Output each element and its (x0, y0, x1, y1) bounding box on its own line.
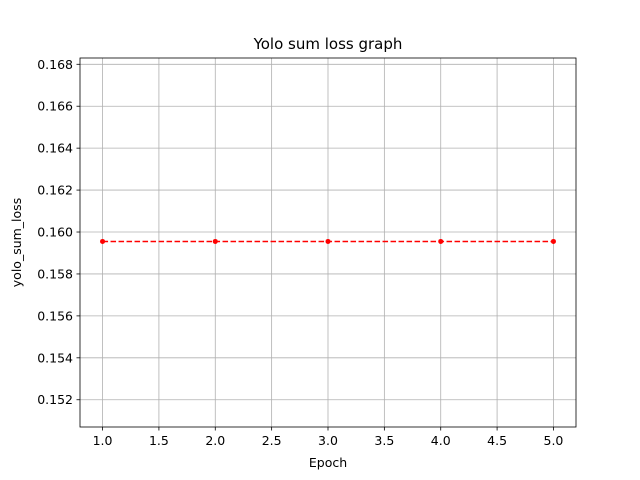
x-tick-label: 1.5 (149, 433, 169, 448)
data-point (212, 238, 218, 244)
series-layer (100, 238, 556, 244)
x-tick-label: 5.0 (544, 433, 564, 448)
y-axis-label: yolo_sum_loss (9, 198, 24, 287)
axis-ticks: 1.0 1.5 2.0 2.5 3.0 3.5 4.0 4.5 5.0 0.152 0.154 0.1… (37, 57, 563, 448)
y-tick-label: 0.162 (37, 183, 73, 198)
x-tick-label: 4.5 (487, 433, 507, 448)
x-tick-label: 3.5 (374, 433, 394, 448)
x-tick-label: 2.5 (262, 433, 282, 448)
y-tick-label: 0.152 (37, 392, 73, 407)
grid (80, 58, 576, 427)
y-tick-label: 0.160 (37, 225, 73, 240)
plot-frame (79, 57, 577, 428)
x-tick-label: 2.0 (205, 433, 225, 448)
y-tick-label: 0.156 (37, 308, 73, 323)
y-tick-label: 0.168 (37, 57, 73, 72)
chart-title: Yolo sum loss graph (253, 35, 403, 53)
data-point (325, 238, 331, 244)
y-tick-label: 0.158 (37, 266, 73, 281)
y-tick-label: 0.164 (37, 141, 73, 156)
data-point (100, 238, 106, 244)
data-point (438, 238, 444, 244)
y-tick-label: 0.154 (37, 350, 73, 365)
x-tick-label: 4.0 (431, 433, 451, 448)
x-axis-label: Epoch (309, 455, 347, 470)
data-point (550, 238, 556, 244)
x-tick-label: 1.0 (93, 433, 113, 448)
x-tick-label: 3.0 (318, 433, 338, 448)
y-tick-label: 0.166 (37, 99, 73, 114)
